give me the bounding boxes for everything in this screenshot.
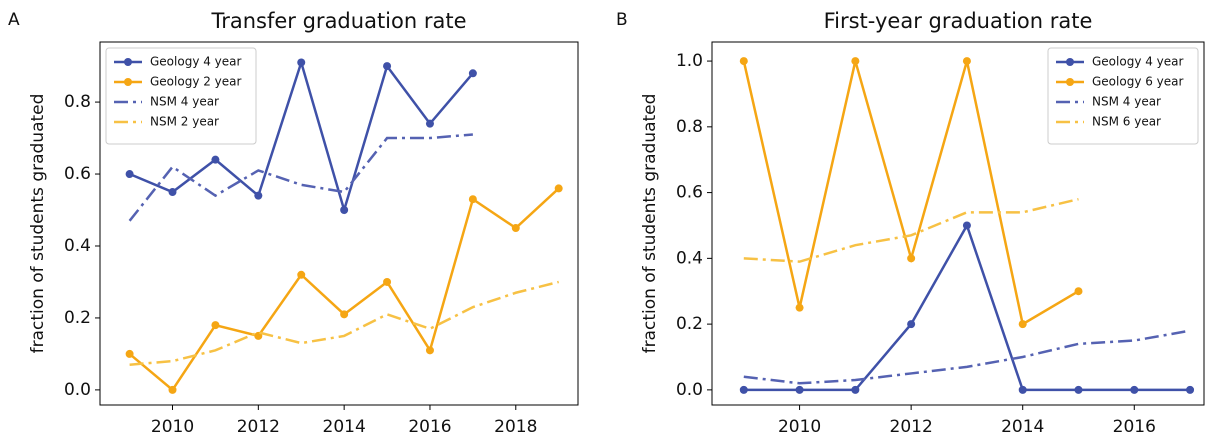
data-point — [1018, 320, 1027, 329]
x-tick-label: 2010 — [778, 417, 821, 437]
y-tick-label: 1.0 — [676, 51, 703, 71]
x-tick-label: 2012 — [890, 417, 933, 437]
chart-title: Transfer graduation rate — [210, 9, 466, 33]
series-line — [743, 197, 1079, 263]
y-axis-label: fraction of students graduated — [28, 94, 48, 354]
data-point — [125, 170, 134, 179]
data-point — [962, 221, 971, 230]
legend-box — [105, 47, 257, 145]
series-line — [128, 133, 473, 222]
data-point — [739, 385, 748, 394]
data-point — [297, 58, 306, 67]
data-point — [468, 69, 477, 78]
data-point — [1130, 385, 1139, 394]
legend-marker — [124, 58, 132, 66]
legend-label: Geology 4 year — [150, 55, 242, 69]
data-point — [795, 303, 804, 312]
legend-label: NSM 2 year — [150, 115, 219, 129]
x-tick-label: 2018 — [494, 417, 537, 437]
legend-marker — [1066, 78, 1074, 86]
data-point — [739, 57, 748, 66]
chart-title: First-year graduation rate — [824, 9, 1093, 33]
data-point — [1074, 287, 1083, 296]
data-point — [211, 321, 220, 330]
x-tick-label: 2016 — [1113, 417, 1156, 437]
data-point — [425, 119, 434, 128]
y-tick-label: 0.8 — [676, 117, 703, 137]
legend-label: NSM 6 year — [1092, 115, 1161, 129]
data-point — [851, 57, 860, 66]
y-axis-label: fraction of students graduated — [640, 94, 660, 354]
data-point — [340, 310, 349, 319]
data-point — [554, 184, 563, 193]
data-point — [168, 385, 177, 394]
data-point — [1074, 385, 1083, 394]
x-tick-label: 2016 — [408, 417, 451, 437]
data-point — [340, 206, 349, 215]
series-line — [742, 60, 1080, 327]
y-tick-label: 0.2 — [676, 314, 703, 334]
data-point — [211, 155, 220, 164]
y-tick-label: 0.0 — [676, 380, 703, 400]
data-point — [468, 195, 477, 204]
data-point — [125, 349, 134, 358]
legend-marker — [1066, 58, 1074, 66]
y-tick-label: 0.6 — [676, 183, 703, 203]
legend-marker — [124, 78, 132, 86]
data-point — [425, 346, 434, 355]
data-point — [383, 277, 392, 286]
data-point — [795, 385, 804, 394]
data-point — [907, 254, 916, 263]
x-tick-label: 2014 — [323, 417, 366, 437]
data-point — [168, 188, 177, 197]
data-point — [1186, 385, 1195, 394]
y-tick-label: 0.4 — [64, 236, 91, 256]
series-line — [743, 222, 1191, 392]
data-point — [1018, 385, 1027, 394]
y-tick-label: 0.4 — [676, 248, 703, 268]
x-tick-label: 2010 — [151, 417, 194, 437]
legend-label: NSM 4 year — [150, 95, 219, 109]
series-line — [128, 187, 560, 392]
legend-label: Geology 6 year — [1092, 75, 1184, 89]
legend-label: Geology 4 year — [1092, 55, 1184, 69]
legend-label: Geology 2 year — [150, 75, 242, 89]
data-point — [962, 57, 971, 66]
x-tick-label: 2012 — [237, 417, 280, 437]
panel-label: A — [8, 10, 20, 30]
data-point — [383, 62, 392, 71]
series-line — [743, 329, 1191, 385]
series-line — [129, 280, 559, 366]
y-tick-label: 0.2 — [64, 308, 91, 328]
panel-label: B — [616, 10, 628, 30]
data-point — [851, 385, 860, 394]
axes-frame — [99, 41, 579, 406]
data-point — [907, 320, 916, 329]
y-tick-label: 0.0 — [64, 380, 91, 400]
y-tick-label: 0.6 — [64, 164, 91, 184]
data-point — [511, 223, 520, 232]
data-point — [297, 270, 306, 279]
legend-label: NSM 4 year — [1092, 95, 1161, 109]
x-tick-label: 2014 — [1001, 417, 1044, 437]
data-point — [254, 191, 263, 200]
legend-box — [1047, 47, 1199, 145]
y-tick-label: 0.8 — [64, 92, 91, 112]
axes-frame — [711, 41, 1205, 406]
